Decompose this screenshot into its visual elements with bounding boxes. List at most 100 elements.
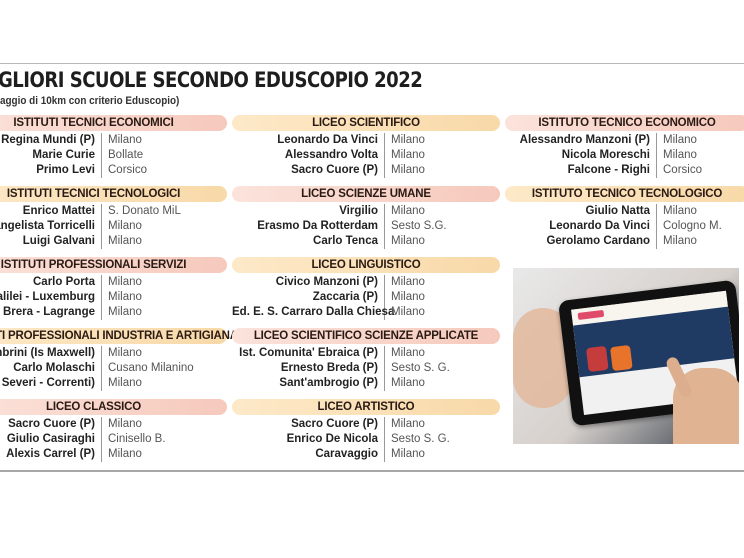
school-row: Zaccaria (P) Milano (232, 290, 500, 305)
school-row: Nicola Moreschi Milano (505, 148, 744, 163)
school-name: Sacro Cuore (P) (232, 163, 385, 178)
school-city: Milano (663, 134, 697, 146)
school-name: Civico Manzoni (P) (232, 275, 385, 290)
section-banner: ISTITUTI PROFESSIONALI SERVIZI (0, 257, 227, 273)
school-row: Carlo Porta Milano (0, 275, 227, 290)
school-city: Milano (391, 306, 425, 318)
school-name: Alessandro Volta (232, 148, 385, 163)
school-city: Milano (391, 164, 425, 176)
school-city: Milano (108, 134, 142, 146)
school-name: Leonardo Da Vinci (505, 219, 657, 234)
school-name: Enrico Mattei (0, 204, 102, 219)
school-name: Enrico De Nicola (232, 432, 385, 447)
school-city: Milano (108, 377, 142, 389)
school-name: Carlo Molaschi (0, 361, 102, 376)
section-banner: ISTITUTI TECNICI TECNOLOGICI (0, 186, 227, 202)
school-city: Milano (108, 276, 142, 288)
school-row: Leonardo Da Vinci Cologno M. (505, 219, 744, 234)
badge-icon (585, 345, 609, 373)
school-row: Alexis Carrel (P) Milano (0, 447, 227, 462)
school-city: Milano (108, 418, 142, 430)
school-name: Brera - Lagrange (0, 305, 102, 320)
school-city: Milano (663, 149, 697, 161)
school-name: Gerolamo Cardano (505, 234, 657, 249)
school-row: Gerolamo Cardano Milano (505, 234, 744, 249)
school-row: Regina Mundi (P) Milano (0, 133, 227, 148)
section-liceo-classico: LICEO CLASSICO Sacro Cuore (P) Milano Giu… (0, 399, 227, 470)
school-name: Alessandro Manzoni (P) (505, 133, 657, 148)
school-row: Erasmo Da Rotterdam Sesto S.G. (232, 219, 500, 234)
school-row: Leonardo Da Vinci Milano (232, 133, 500, 148)
school-row: Sant'ambrogio (P) Milano (232, 376, 500, 391)
section-liceo-scientifico: LICEO SCIENTIFICO Leonardo Da Vinci Milan… (232, 115, 500, 186)
section-istituti-tecnici-economici: ISTITUTI TECNICI ECONOMICI Regina Mundi … (0, 115, 227, 186)
school-city: Cinisello B. (108, 433, 166, 445)
school-city: Milano (663, 235, 697, 247)
school-name: Giulio Casiraghi (0, 432, 102, 447)
school-city: Sesto S. G. (391, 362, 450, 374)
school-row: Civico Manzoni (P) Milano (232, 275, 500, 290)
school-name: Cambrini (Is Maxwell) (0, 346, 102, 361)
tablet-photo (513, 268, 739, 444)
school-city: Milano (391, 448, 425, 460)
school-name: Virgilio (232, 204, 385, 219)
school-row: Falcone - Righi Corsico (505, 163, 744, 178)
school-name: Luigi Galvani (0, 234, 102, 249)
school-row: Giulio Casiraghi Cinisello B. (0, 432, 227, 447)
school-row: Alessandro Manzoni (P) Milano (505, 133, 744, 148)
school-city: Milano (391, 235, 425, 247)
school-name: Carlo Porta (0, 275, 102, 290)
school-city: S. Donato MiL (108, 205, 181, 217)
column-2: LICEO SCIENTIFICO Leonardo Da Vinci Milan… (232, 115, 500, 470)
school-city: Milano (391, 149, 425, 161)
school-row: Enrico Mattei S. Donato MiL (0, 204, 227, 219)
school-city: Milano (108, 306, 142, 318)
school-name: Sacro Cuore (P) (0, 417, 102, 432)
section-banner: LICEO SCIENTIFICO SCIENZE APPLICATE (232, 328, 500, 344)
school-name: Caravaggio (232, 447, 385, 462)
school-city: Milano (108, 291, 142, 303)
school-name: Ernesto Breda (P) (232, 361, 385, 376)
section-liceo-linguistico: LICEO LINGUISTICO Civico Manzoni (P) Mila… (232, 257, 500, 328)
school-row: Carlo Tenca Milano (232, 234, 500, 249)
school-city: Milano (108, 235, 142, 247)
school-name: Carlo Tenca (232, 234, 385, 249)
school-row: Alessandro Volta Milano (232, 148, 500, 163)
school-name: Ist. Comunita' Ebraica (P) (232, 346, 385, 361)
bottom-rule (0, 470, 744, 472)
section-banner: ISTITUTO TECNICO TECNOLOGICO (505, 186, 744, 202)
school-name: Alexis Carrel (P) (0, 447, 102, 462)
section-istituto-tecnico-economico: ISTITUTO TECNICO ECONOMICO Alessandro Ma… (505, 115, 744, 186)
school-name: Marie Curie (0, 148, 102, 163)
school-name: Primo Levi (0, 163, 102, 178)
school-row: Galilei - Luxemburg Milano (0, 290, 227, 305)
school-row: (Is Severi - Correnti) Milano (0, 376, 227, 391)
school-name: Zaccaria (P) (232, 290, 385, 305)
school-row: Ernesto Breda (P) Sesto S. G. (232, 361, 500, 376)
eduscopio-logo (577, 309, 605, 320)
section-istituto-tecnico-tecnologico: ISTITUTO TECNICO TECNOLOGICO Giulio Natt… (505, 186, 744, 257)
section-banner: LICEO SCIENZE UMANE (232, 186, 500, 202)
school-name: Evangelista Torricelli (0, 219, 102, 234)
school-row: Giulio Natta Milano (505, 204, 744, 219)
section-banner: ISTITUTO TECNICO ECONOMICO (505, 115, 744, 131)
school-name: Sacro Cuore (P) (232, 417, 385, 432)
page-title: GLIORI SCUOLE SECONDO EDUSCOPIO 2022 (0, 68, 423, 92)
section-banner: LICEO LINGUISTICO (232, 257, 500, 273)
section-banner: LICEO CLASSICO (0, 399, 227, 415)
school-city: Corsico (663, 164, 702, 176)
section-banner: ISTITUTI TECNICI ECONOMICI (0, 115, 227, 131)
school-row: Ed. E. S. Carraro Dalla Chiesa Milano (232, 305, 500, 320)
section-istituti-professionali-servizi: ISTITUTI PROFESSIONALI SERVIZI Carlo Por… (0, 257, 227, 328)
top-rule (0, 63, 744, 64)
school-city: Bollate (108, 149, 144, 161)
section-istituti-tecnici-tecnologici: ISTITUTI TECNICI TECNOLOGICI Enrico Matt… (0, 186, 227, 257)
school-city: Milano (663, 205, 697, 217)
page-subtitle: aggio di 10km con criterio Eduscopio) (0, 95, 180, 107)
school-name: Regina Mundi (P) (0, 133, 102, 148)
school-row: Marie Curie Bollate (0, 148, 227, 163)
school-city: Milano (108, 220, 142, 232)
school-city: Cusano Milanino (108, 362, 194, 374)
school-row: Brera - Lagrange Milano (0, 305, 227, 320)
section-liceo-artistico: LICEO ARTISTICO Sacro Cuore (P) Milano En… (232, 399, 500, 470)
